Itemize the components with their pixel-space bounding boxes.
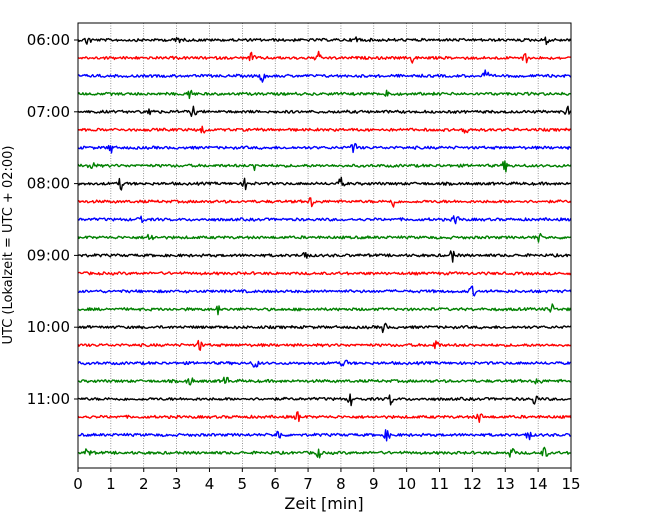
y-tick-label: 10:00 xyxy=(27,318,70,336)
x-tick-label: 8 xyxy=(336,475,346,493)
y-tick-label: 11:00 xyxy=(27,390,70,408)
trace-line xyxy=(77,142,572,154)
x-tick-label: 4 xyxy=(205,475,215,493)
y-tick-label: 08:00 xyxy=(27,175,70,193)
trace-line xyxy=(77,215,572,225)
x-tick-label: 0 xyxy=(73,475,83,493)
trace-line xyxy=(77,160,572,173)
y-axis-label: UTC (Lokalzeit = UTC + 02:00) xyxy=(1,146,16,345)
x-tick-label: 13 xyxy=(496,475,515,493)
x-tick-label: 1 xyxy=(106,475,116,493)
y-tick-label: 07:00 xyxy=(27,103,70,121)
trace-line xyxy=(77,105,572,117)
trace-line xyxy=(77,359,572,368)
plot-frame xyxy=(77,22,572,469)
x-tick-label: 14 xyxy=(529,475,548,493)
trace-line xyxy=(77,69,572,83)
x-tick-label: 3 xyxy=(172,475,182,493)
trace-line xyxy=(77,176,572,191)
x-tick-label: 12 xyxy=(463,475,482,493)
trace-line xyxy=(77,446,572,459)
x-tick-label: 6 xyxy=(270,475,280,493)
y-axis-ticks: 06:00 07:00 08:00 09:00 10:00 11:00 xyxy=(27,31,78,408)
x-tick-label: 11 xyxy=(430,475,449,493)
trace-line xyxy=(77,285,572,297)
trace-line xyxy=(77,411,572,423)
trace-line xyxy=(77,339,572,351)
x-tick-label: 2 xyxy=(139,475,149,493)
y-tick-label: 09:00 xyxy=(27,246,70,264)
trace-line xyxy=(77,197,572,208)
trace-line xyxy=(77,429,572,442)
trace-line xyxy=(77,50,572,64)
x-axis-label: Zeit [min] xyxy=(284,494,363,513)
plot-background xyxy=(78,23,571,468)
trace-line xyxy=(77,232,572,243)
x-tick-label: 9 xyxy=(369,475,379,493)
x-tick-label: 7 xyxy=(303,475,313,493)
x-tick-label: 5 xyxy=(238,475,248,493)
trace-line xyxy=(77,89,572,100)
trace-group xyxy=(77,36,572,459)
x-axis-ticks: 0 1 2 3 4 5 6 7 8 9 10 11 12 13 14 15 xyxy=(73,468,581,493)
x-tick-label: 15 xyxy=(561,475,580,493)
x-tick-label: 10 xyxy=(397,475,416,493)
trace-line xyxy=(77,125,572,134)
y-tick-label: 06:00 xyxy=(27,31,70,49)
trace-line xyxy=(77,250,572,263)
vertical-grid xyxy=(110,23,539,468)
trace-line xyxy=(77,36,572,46)
trace-line xyxy=(77,393,572,407)
trace-line xyxy=(77,376,572,386)
trace-line xyxy=(77,303,572,316)
trace-line xyxy=(77,271,572,276)
trace-line xyxy=(77,322,572,334)
